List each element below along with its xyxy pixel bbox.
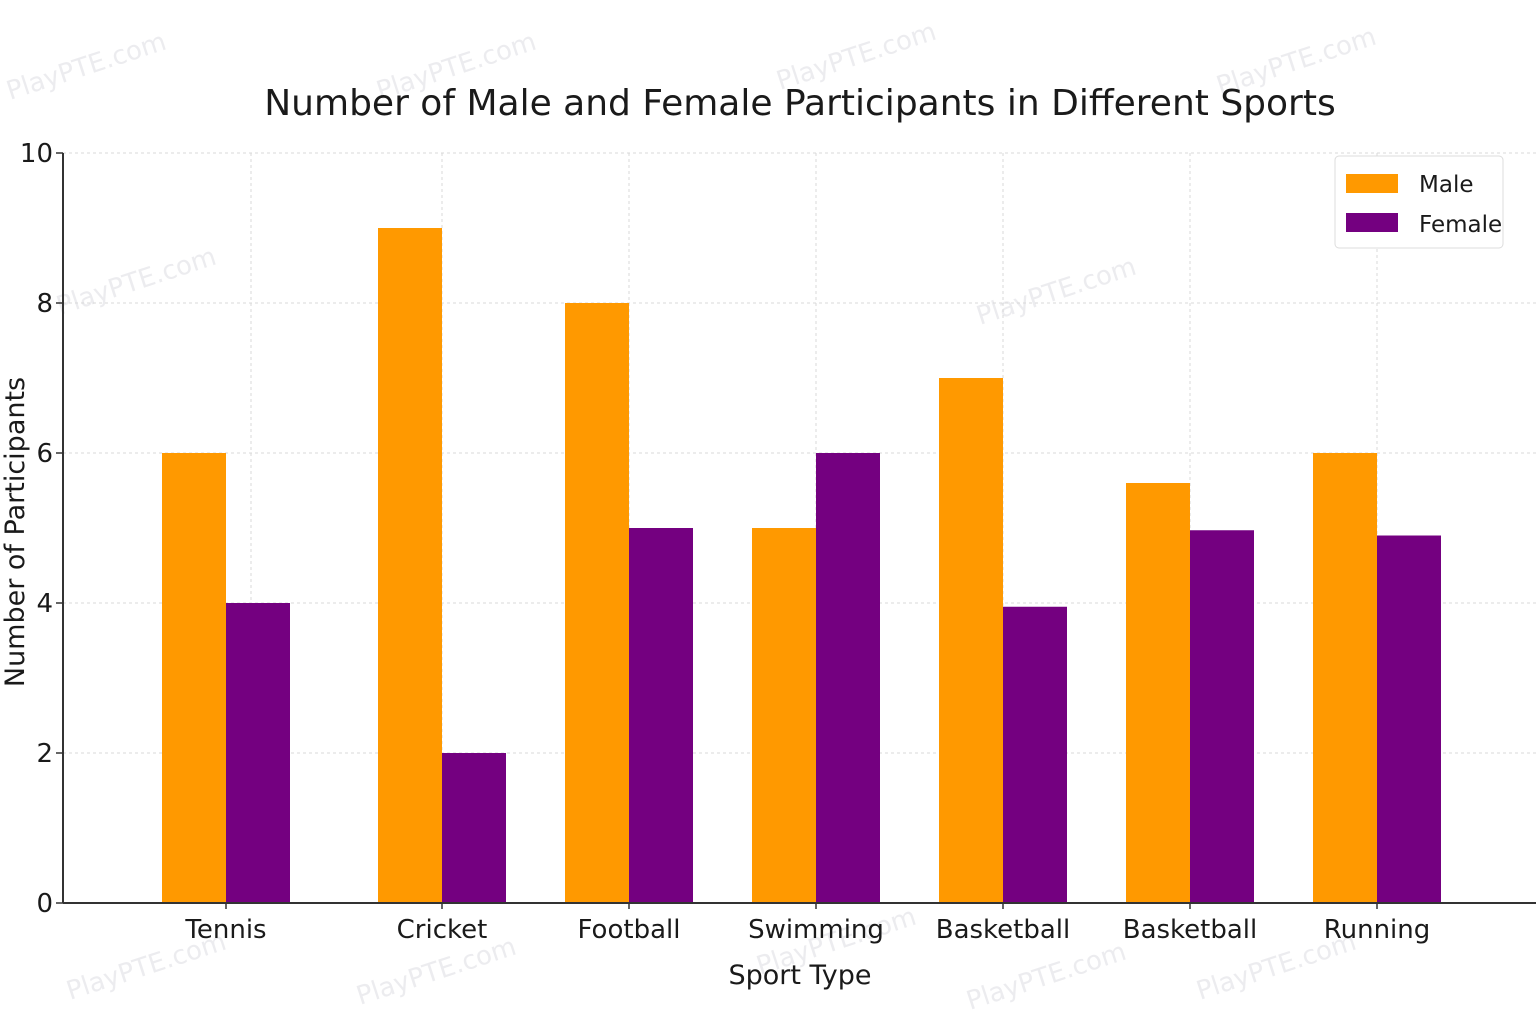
bar-male-basketball bbox=[1126, 483, 1190, 903]
y-tick-label: 8 bbox=[36, 289, 53, 319]
bar-female-cricket bbox=[442, 753, 506, 903]
axes bbox=[62, 153, 1536, 904]
y-tick-label: 10 bbox=[20, 139, 53, 169]
x-axis-label: Sport Type bbox=[728, 960, 871, 991]
y-tick-label: 2 bbox=[36, 739, 53, 769]
y-tick-label: 4 bbox=[36, 589, 53, 619]
x-tick-label: Basketball bbox=[936, 915, 1071, 945]
bar-male-cricket bbox=[378, 228, 442, 903]
legend-label-male: Male bbox=[1419, 172, 1473, 198]
bar-male-basketball bbox=[939, 378, 1003, 903]
bar-female-running bbox=[1377, 535, 1441, 903]
x-tick-label: Tennis bbox=[184, 915, 266, 945]
legend-swatch-female bbox=[1346, 213, 1398, 232]
bar-female-swimming bbox=[816, 453, 880, 903]
x-tick-label: Swimming bbox=[748, 915, 884, 945]
bar-male-football bbox=[565, 303, 629, 903]
bar-female-basketball bbox=[1003, 606, 1067, 903]
watermark-text: PlayPTE.com bbox=[973, 252, 1140, 332]
x-ticks: Tennis Cricket Football Swimming Basketball B… bbox=[184, 903, 1430, 945]
legend: Male Female bbox=[1334, 155, 1504, 249]
bar-male-tennis bbox=[162, 453, 226, 903]
bar-male-swimming bbox=[752, 528, 816, 903]
legend-swatch-male bbox=[1346, 174, 1398, 193]
x-tick-label: Football bbox=[578, 915, 681, 945]
watermark-text: PlayPTE.com bbox=[3, 27, 170, 107]
watermark-text: PlayPTE.com bbox=[53, 242, 220, 322]
y-tick-label: 0 bbox=[36, 889, 53, 919]
bar-male-running bbox=[1313, 453, 1377, 903]
y-tick-label: 6 bbox=[36, 439, 53, 469]
legend-label-female: Female bbox=[1419, 212, 1502, 238]
bar-female-football bbox=[629, 528, 693, 903]
watermark-text: PlayPTE.com bbox=[963, 937, 1130, 1017]
x-tick-label: Cricket bbox=[397, 915, 488, 945]
y-axis-label: Number of Participants bbox=[0, 377, 31, 687]
y-ticks: 0 2 4 6 8 10 bbox=[20, 139, 63, 919]
x-tick-label: Basketball bbox=[1123, 915, 1258, 945]
bar-female-tennis bbox=[226, 603, 290, 903]
chart-title: Number of Male and Female Participants i… bbox=[264, 83, 1335, 124]
x-tick-label: Running bbox=[1324, 915, 1431, 945]
bar-female-basketball bbox=[1190, 530, 1254, 903]
bars bbox=[162, 228, 1441, 903]
